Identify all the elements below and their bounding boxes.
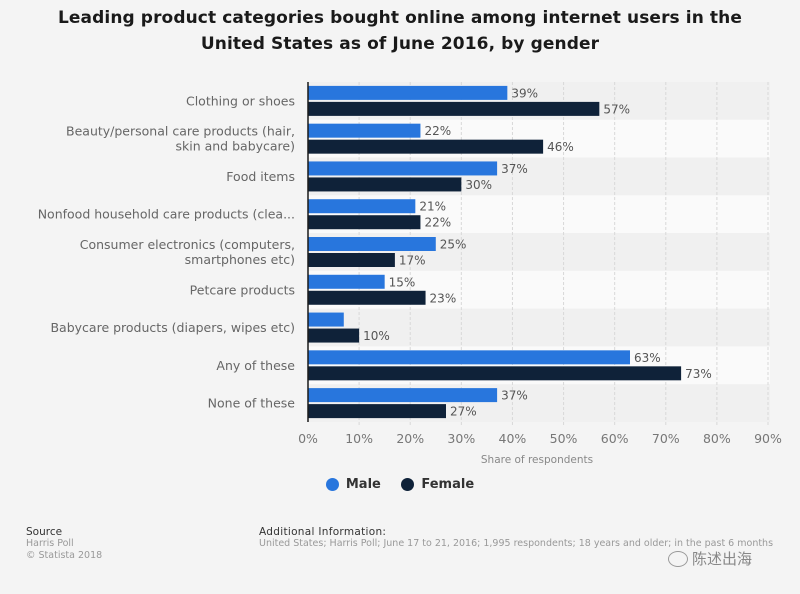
bar-female bbox=[308, 215, 421, 230]
category-label: Consumer electronics (computers, bbox=[80, 237, 295, 252]
additional-info-block: Additional Information: United States; H… bbox=[259, 526, 773, 550]
value-label-male: 25% bbox=[440, 238, 467, 252]
value-label-female: 73% bbox=[685, 367, 712, 381]
bar-male bbox=[308, 388, 498, 403]
category-label: Nonfood household care products (clea... bbox=[38, 207, 295, 222]
category-label: Petcare products bbox=[190, 282, 295, 297]
bar-female bbox=[308, 177, 462, 192]
value-labels: 39% 57% 22% 46% 37% 30% 21% 22% 25% 17% 15% 23% 10% 6… bbox=[363, 86, 712, 418]
legend-item-male[interactable]: Male bbox=[325, 477, 381, 492]
row-band bbox=[308, 308, 770, 347]
x-tick-label: 80% bbox=[703, 431, 731, 446]
chart-title-line-2: United States as of June 2016, by gender bbox=[200, 34, 600, 54]
additional-info-heading: Additional Information: bbox=[259, 526, 387, 538]
chart-title: Leading product categories bought online… bbox=[0, 5, 800, 57]
category-label: Clothing or shoes bbox=[186, 93, 295, 108]
value-label-male: 63% bbox=[634, 351, 661, 365]
category-label: skin and babycare) bbox=[175, 139, 295, 154]
category-labels: Clothing or shoes Beauty/personal care pr… bbox=[38, 93, 296, 410]
x-tick-label: 60% bbox=[601, 431, 629, 446]
source-heading: Source bbox=[26, 526, 63, 538]
bar-female bbox=[308, 366, 682, 381]
value-label-male: 22% bbox=[424, 124, 451, 138]
value-label-male: 39% bbox=[511, 86, 538, 100]
value-label-male: 15% bbox=[389, 275, 416, 289]
bar-chart: 39% 57% 22% 46% 37% 30% 21% 22% 25% 17% 15% 23% 10% 6… bbox=[38, 82, 782, 466]
copyright: © Statista 2018 bbox=[26, 550, 103, 561]
x-tick-label: 30% bbox=[447, 431, 475, 446]
value-label-female: 10% bbox=[363, 329, 390, 343]
value-label-male: 21% bbox=[419, 200, 446, 214]
additional-info-text: United States; Harris Poll; June 17 to 2… bbox=[259, 538, 774, 549]
legend: Male Female bbox=[0, 477, 800, 495]
legend-item-female[interactable]: Female bbox=[401, 477, 474, 492]
bar-female bbox=[308, 253, 395, 267]
bar-female bbox=[308, 139, 544, 154]
bar-male bbox=[308, 237, 436, 251]
bars bbox=[308, 85, 682, 419]
category-label: Any of these bbox=[216, 358, 295, 373]
value-label-female: 27% bbox=[450, 405, 477, 419]
bar-female bbox=[308, 101, 600, 116]
value-label-female: 46% bbox=[547, 140, 574, 154]
value-label-female: 23% bbox=[430, 291, 457, 305]
category-label: smartphones etc) bbox=[185, 252, 295, 267]
legend-label-female: Female bbox=[421, 477, 475, 492]
x-tick-label: 50% bbox=[550, 431, 578, 446]
x-tick-label: 20% bbox=[396, 431, 424, 446]
bar-female bbox=[308, 328, 360, 343]
bar-male bbox=[308, 161, 498, 176]
female-dot-icon bbox=[401, 478, 415, 491]
category-label: Babycare products (diapers, wipes etc) bbox=[50, 320, 295, 335]
bar-male bbox=[308, 312, 344, 327]
x-tick-label: 40% bbox=[499, 431, 527, 446]
category-label: Beauty/personal care products (hair, bbox=[66, 124, 295, 139]
bar-male bbox=[308, 123, 421, 138]
x-tick-label: 70% bbox=[652, 431, 680, 446]
x-tick-label: 90% bbox=[754, 431, 782, 446]
value-label-female: 17% bbox=[399, 254, 426, 268]
legend-label-male: Male bbox=[345, 477, 381, 492]
male-dot-icon bbox=[325, 478, 339, 491]
source-name[interactable]: Harris Poll bbox=[26, 538, 74, 549]
value-label-male: 37% bbox=[501, 162, 528, 176]
x-tick-labels: 0% 10% 20% 30% 40% 50% 60% 70% 80% 90% bbox=[298, 431, 782, 446]
value-label-female: 22% bbox=[424, 216, 451, 230]
x-tick-label: 10% bbox=[345, 431, 373, 446]
value-label-female: 30% bbox=[465, 178, 492, 192]
category-label: Food items bbox=[226, 169, 295, 184]
source-block: Source Harris Poll © Statista 2018 bbox=[26, 526, 102, 562]
chat-bubble-icon bbox=[668, 550, 688, 567]
bar-male bbox=[308, 350, 630, 365]
watermark-text: 陈述出海 bbox=[692, 550, 753, 568]
bar-male bbox=[308, 199, 416, 214]
bar-male bbox=[308, 274, 385, 289]
bar-female bbox=[308, 290, 426, 305]
x-axis-title: Share of respondents bbox=[481, 454, 593, 466]
category-label: None of these bbox=[208, 396, 296, 411]
value-label-female: 57% bbox=[603, 102, 630, 116]
chart-title-line-1: Leading product categories bought online… bbox=[57, 8, 742, 28]
watermark: 陈述出海 bbox=[668, 548, 752, 569]
value-label-male: 37% bbox=[501, 389, 528, 403]
bar-female bbox=[308, 404, 446, 419]
x-tick-label: 0% bbox=[298, 431, 318, 446]
bar-male bbox=[308, 85, 508, 100]
